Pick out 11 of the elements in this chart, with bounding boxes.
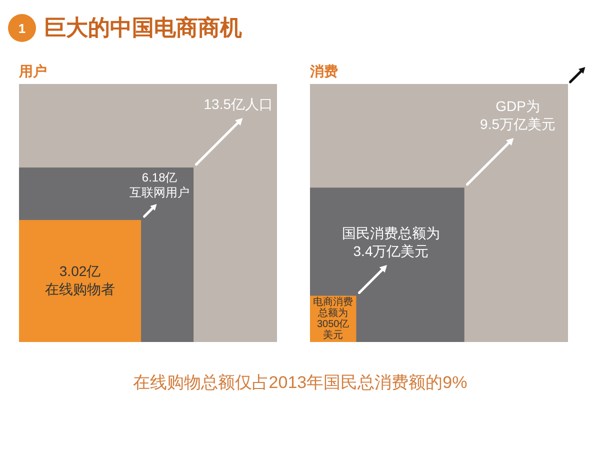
number-badge: 1 bbox=[8, 14, 36, 42]
data-label: 13.5亿人口 bbox=[204, 96, 273, 112]
text: 用户 bbox=[19, 63, 47, 79]
data-label: 国民消费总额为3.4万亿美元 bbox=[342, 224, 440, 259]
text: 巨大的中国电商商机 bbox=[44, 15, 242, 41]
data-label: 3.02亿在线购物者 bbox=[45, 262, 116, 297]
data-label: 电商消费总额为3050亿美元 bbox=[313, 296, 354, 342]
data-label: GDP为9.5万亿美元 bbox=[480, 98, 556, 132]
data-label: 6.18亿互联网用户 bbox=[130, 170, 190, 200]
text: 消费 bbox=[310, 63, 338, 79]
text: 在线购物总额仅占2013年国民总消费额的9% bbox=[132, 372, 468, 394]
